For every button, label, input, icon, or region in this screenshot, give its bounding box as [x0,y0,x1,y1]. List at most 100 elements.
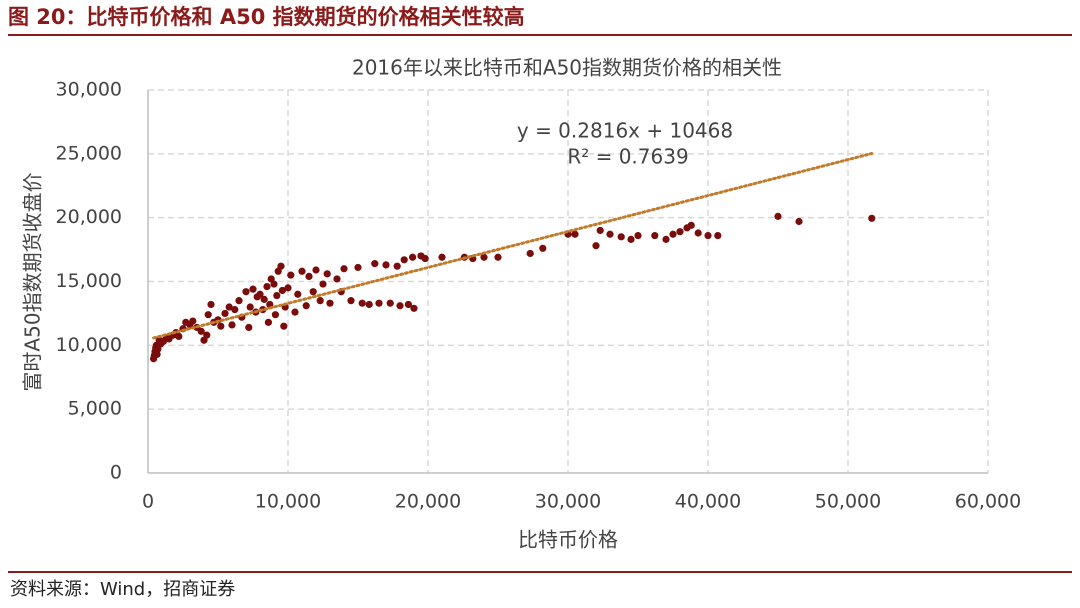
x-tick-label: 10,000 [255,491,321,513]
trendline-r2: R² = 0.7639 [567,145,688,169]
scatter-point [354,263,362,272]
source-note: 资料来源：Wind，招商证券 [10,579,235,600]
scatter-point [396,302,404,310]
scatter-point [305,272,313,280]
scatter-point [340,265,348,273]
x-tick-label: 30,000 [535,491,601,513]
scatter-point [592,242,600,250]
scatter-point [280,322,288,330]
scatter-point [662,235,670,243]
scatter-point [410,304,418,312]
y-tick-label: 20,000 [56,206,122,228]
trendline-equation: y = 0.2816x + 10468 [517,119,733,143]
scatter-point [294,290,302,298]
scatter-point [371,260,379,268]
scatter-point [207,300,215,309]
scatter-point [409,253,417,261]
scatter-point [264,318,272,326]
scatter-point [197,327,205,335]
scatter-point [319,280,327,288]
x-tick-label: 60,000 [955,491,1021,513]
scatter-point [217,322,225,330]
scatter-point [393,262,401,270]
scatter-point [687,221,695,229]
scatter-point [494,253,502,261]
x-tick-label: 20,000 [395,491,461,513]
figure-title: 图 20：比特币价格和 A50 指数期货的价格相关性较高 [8,5,525,29]
scatter-point [309,288,317,296]
y-tick-label: 5,000 [68,398,122,420]
scatter-point [704,231,712,240]
scatter-point [375,299,383,307]
scatter-point [347,297,355,305]
scatter-point [298,267,306,275]
scatter-point [287,271,295,279]
scatter-point [438,253,446,261]
scatter-point [651,231,659,240]
scatter-point [404,300,412,309]
y-tick-label: 0 [110,462,122,484]
scatter-point [868,214,876,222]
y-tick-label: 10,000 [56,334,122,356]
scatter-point [634,231,642,240]
scatter-point [323,270,331,278]
scatter-point [175,332,183,340]
scatter-point [278,286,286,295]
scatter-point [228,321,236,329]
scatter-point [627,235,635,243]
scatter-point [189,317,197,325]
scatter-point [694,229,702,237]
x-tick-label: 40,000 [675,491,741,513]
scatter-point [242,288,250,296]
x-tick-label: 0 [142,491,154,513]
scatter-point [606,230,614,238]
scatter-point [333,275,341,283]
chart-title: 2016年以来比特币和A50指数期货价格的相关性 [352,56,782,80]
scatter-point [235,297,243,305]
scatter-point [284,284,292,292]
scatter-point [291,308,299,316]
scatter-point [203,331,211,339]
scatter-point [676,228,684,236]
x-axis-label: 比特币价格 [518,528,618,552]
scatter-point [249,285,257,293]
scatter-point [539,244,547,252]
y-axis-label: 富时A50指数期货收盘价 [21,172,45,391]
y-tick-label: 30,000 [56,79,122,101]
scatter-point [231,305,239,314]
scatter-point [669,230,677,238]
scatter-point [273,291,281,300]
scatter-point [246,303,254,311]
scatter-point [263,283,271,291]
scatter-point [221,309,229,318]
scatter-point [382,261,390,269]
scatter-point [326,299,334,307]
y-tick-label: 15,000 [56,270,122,292]
scatter-point [270,280,278,288]
scatter-point [571,230,579,238]
scatter-point [277,262,285,270]
scatter-point [204,311,212,319]
scatter-point [358,299,366,307]
trendline [152,151,874,340]
scatter-point [225,303,233,311]
scatter-point [714,231,722,240]
scatter-point [260,295,268,303]
scatter-point [316,297,324,305]
scatter-point [400,256,408,264]
scatter-point [365,300,373,309]
scatter-point [386,299,394,307]
scatter-point [795,217,803,226]
y-tick-label: 25,000 [56,142,122,164]
scatter-point [480,253,488,261]
scatter-point [596,226,604,235]
scatter-point [312,266,320,274]
x-tick-label: 50,000 [815,491,881,513]
scatter-point [302,302,310,310]
scatter-point [526,249,534,258]
scatter-point [245,323,253,332]
scatter-point [617,233,625,241]
scatter-point [774,212,782,220]
scatter-point [421,254,429,263]
scatter-point [271,311,279,319]
